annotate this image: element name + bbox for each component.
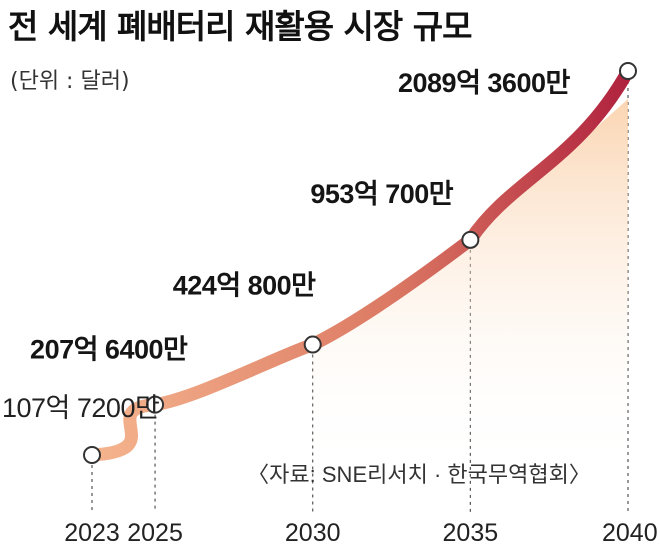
x-tick-label-2035: 2035	[443, 519, 499, 547]
value-labels: 107억 7200만 207억 6400만 424억 800만 953억 700만 20…	[2, 68, 571, 423]
x-tick-label-2040: 2040년	[602, 519, 660, 547]
value-label-2023: 107억 7200만	[2, 393, 159, 423]
data-point-2023	[83, 446, 101, 464]
data-point-2030	[303, 335, 322, 354]
area-fill	[312, 99, 628, 470]
source-note: 〈자료: SNE리서치 · 한국무역협회〉	[247, 462, 591, 487]
x-tick-label-2025: 2025	[127, 519, 183, 547]
data-point-2040	[619, 62, 637, 80]
value-label-2030: 424억 800만	[173, 271, 316, 301]
x-tick-label-2030: 2030	[285, 519, 341, 547]
data-markers	[83, 62, 637, 464]
unit-note: (단위 : 달러)	[10, 69, 130, 94]
value-label-2035: 953억 700만	[310, 179, 453, 209]
data-point-2035	[461, 230, 480, 249]
x-tick-label-2023: 2023	[64, 519, 120, 547]
data-point-2025	[146, 395, 165, 414]
chart-title: 전 세계 폐배터리 재활용 시장 규모	[8, 7, 472, 46]
value-label-2040: 2089억 3600만	[398, 68, 570, 98]
value-label-2025: 207억 6400만	[30, 335, 188, 365]
